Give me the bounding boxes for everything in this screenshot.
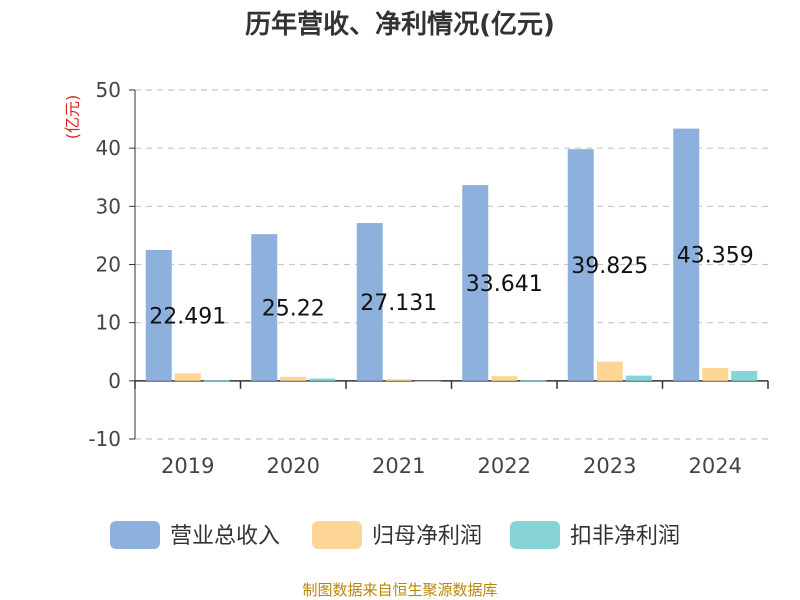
source-note: 制图数据来自恒生聚源数据库: [302, 581, 498, 599]
bar: [520, 380, 547, 382]
x-tick-label: 2022: [478, 454, 531, 478]
y-tick-label: 0: [108, 369, 121, 393]
bar: [414, 380, 441, 382]
bar: [309, 378, 336, 381]
data-label: 43.359: [677, 244, 754, 269]
y-tick-label: -10: [88, 427, 121, 451]
bar: [462, 185, 489, 381]
bar: [673, 128, 700, 381]
x-tick-label: 2023: [583, 454, 636, 478]
x-tick-label: 2021: [372, 454, 425, 478]
bar: [251, 234, 278, 381]
data-labels: 22.491 25.22 27.131 33.641 39.825 43.359: [149, 244, 753, 330]
y-tick-label: 20: [96, 253, 121, 277]
legend-item[interactable]: 营业总收入: [110, 521, 280, 549]
legend-label: 归母净利润: [372, 524, 482, 549]
bar: [625, 375, 652, 381]
data-label: 33.641: [466, 272, 543, 297]
legend-item[interactable]: 归母净利润: [312, 521, 482, 549]
data-label: 22.491: [149, 304, 226, 329]
legend[interactable]: 营业总收入 归母净利润 扣非净利润: [110, 521, 680, 549]
legend-label: 扣非净利润: [570, 524, 680, 549]
x-tick-label: 2024: [689, 454, 742, 478]
data-label: 39.825: [571, 254, 648, 279]
y-axis-label: (亿元): [63, 95, 82, 140]
legend-swatch: [510, 521, 560, 549]
bar: [145, 250, 172, 381]
legend-label: 营业总收入: [170, 524, 280, 549]
y-tick-label: 30: [96, 194, 121, 218]
bar: [203, 380, 230, 382]
x-tick-label: 2020: [267, 454, 320, 478]
axes: -10 0 10 20 30 40 50 (亿元) 2019 2020 2021 2022 2023 20…: [63, 78, 769, 478]
legend-item[interactable]: 扣非净利润: [510, 521, 680, 549]
bar: [491, 376, 518, 381]
legend-swatch: [110, 521, 160, 549]
bar: [702, 368, 729, 381]
x-tick-label: 2019: [161, 454, 214, 478]
y-tick-label: 40: [96, 136, 121, 160]
bar: [596, 361, 623, 381]
y-tick-label: 10: [96, 311, 121, 335]
legend-swatch: [312, 521, 362, 549]
bar: [567, 149, 594, 381]
bar: [356, 223, 383, 381]
y-tick-label: 50: [96, 78, 121, 102]
bars: [145, 128, 758, 382]
chart-title: 历年营收、净利情况(亿元): [245, 10, 555, 40]
data-label: 25.22: [262, 296, 325, 321]
bar: [385, 379, 412, 381]
bar: [280, 376, 307, 381]
bar: [174, 373, 201, 381]
bar: [731, 370, 758, 381]
data-label: 27.131: [360, 291, 437, 316]
